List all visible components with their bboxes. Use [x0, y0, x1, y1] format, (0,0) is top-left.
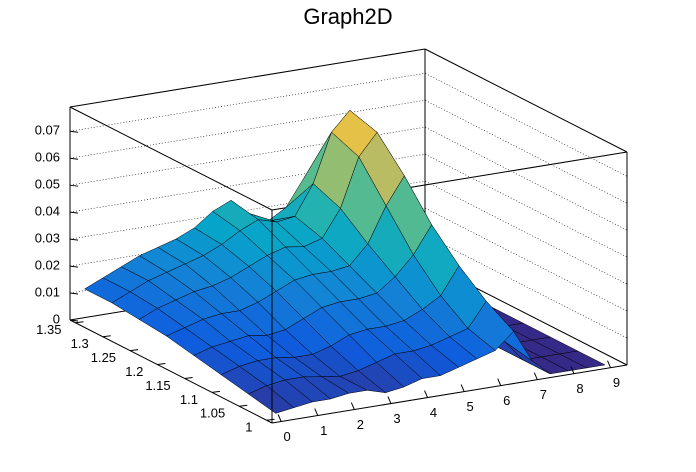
- box-edge: [424, 48, 628, 153]
- z-tick-label: 0.07: [35, 123, 60, 138]
- tick-mark: [277, 414, 282, 422]
- y-tick-label: 1.2: [125, 364, 143, 379]
- x-tick-label: 4: [430, 405, 437, 420]
- z-tick-label: 0.03: [35, 231, 60, 246]
- tick-mark: [424, 390, 429, 398]
- y-tick-label: 1.15: [145, 378, 170, 393]
- tick-mark: [69, 265, 79, 268]
- y-tick-label: 1.05: [200, 406, 225, 421]
- grid-line: [69, 99, 628, 204]
- tick-mark: [69, 130, 79, 133]
- tick-mark: [69, 184, 79, 187]
- surface-cell: [248, 385, 295, 414]
- x-axis: [271, 364, 628, 424]
- z-tick-label: 0: [53, 311, 60, 326]
- tick-mark: [69, 211, 79, 214]
- chart-title: Graph2D: [303, 4, 392, 29]
- grid-line: [69, 72, 628, 177]
- x-tick-label: 7: [540, 387, 547, 402]
- y-tick-label: 1.1: [180, 392, 198, 407]
- grid-line: [69, 153, 628, 258]
- x-tick-label: 9: [613, 375, 620, 390]
- z-tick-label: 0.04: [35, 204, 60, 219]
- y-tick-label: 1.3: [71, 336, 89, 351]
- y-tick-label: 1.25: [91, 350, 116, 365]
- tick-mark: [314, 408, 319, 416]
- tick-mark: [570, 366, 575, 374]
- x-tick-label: 8: [576, 381, 583, 396]
- tick-mark: [239, 404, 248, 407]
- box-edge: [69, 48, 426, 108]
- box-edge: [69, 106, 273, 211]
- grid-line: [69, 207, 628, 312]
- tick-mark: [497, 378, 502, 386]
- y-tick-label: 1: [245, 420, 252, 435]
- tick-mark: [607, 360, 611, 368]
- tick-mark: [266, 418, 275, 421]
- tick-mark: [129, 349, 139, 352]
- tick-mark: [211, 390, 221, 393]
- tick-mark: [350, 402, 355, 410]
- tick-mark: [75, 321, 84, 324]
- x-tick-label: 2: [357, 417, 364, 432]
- x-tick-label: 1: [320, 423, 327, 438]
- tick-mark: [184, 376, 193, 379]
- x-tick-label: 5: [467, 399, 474, 414]
- z-tick-label: 0.02: [35, 258, 60, 273]
- x-tick-label: 3: [393, 411, 400, 426]
- tick-mark: [387, 396, 392, 404]
- tick-mark: [157, 363, 166, 366]
- grid-line: [69, 180, 628, 285]
- y-axis: [69, 319, 273, 424]
- tick-mark: [69, 238, 79, 241]
- x-tick-label: 0: [284, 429, 291, 444]
- grid-line: [69, 261, 628, 366]
- z-tick-label: 0.05: [35, 177, 60, 192]
- tick-mark: [460, 384, 465, 392]
- tick-mark: [69, 157, 79, 160]
- tick-mark: [69, 292, 79, 295]
- y-tick-label: 1.35: [36, 322, 61, 337]
- tick-mark: [102, 335, 111, 338]
- grid-line: [69, 126, 628, 231]
- z-tick-label: 0.06: [35, 150, 60, 165]
- tick-mark: [533, 372, 538, 380]
- z-tick-label: 0.01: [35, 284, 60, 299]
- x-tick-label: 6: [503, 393, 510, 408]
- grid-line: [69, 234, 628, 339]
